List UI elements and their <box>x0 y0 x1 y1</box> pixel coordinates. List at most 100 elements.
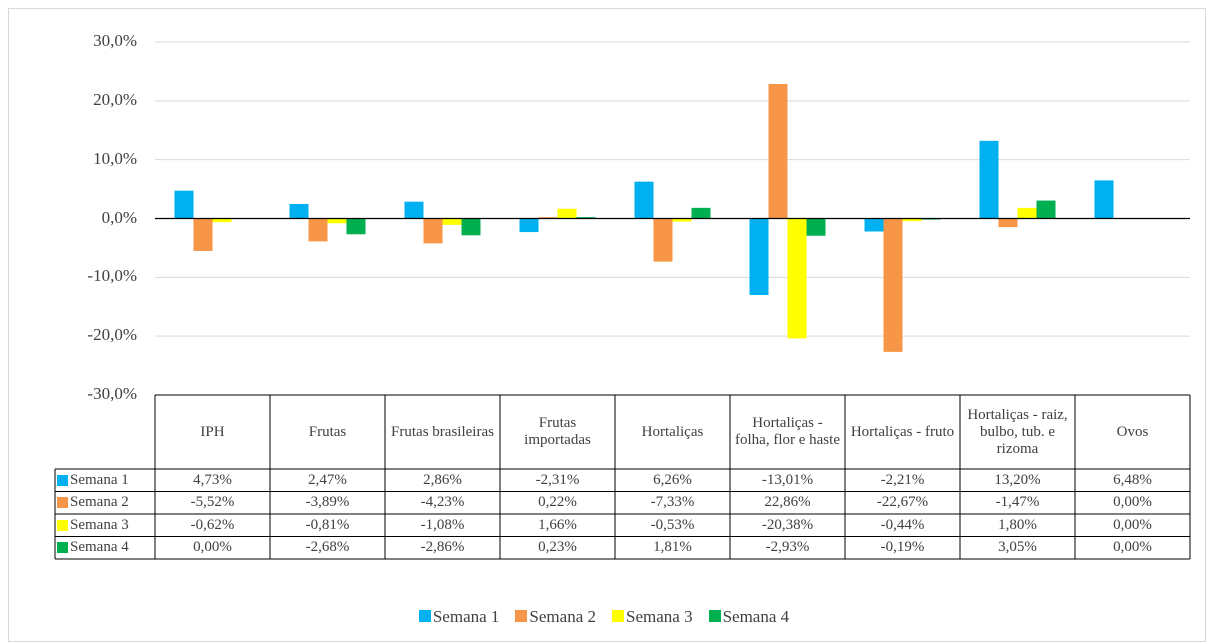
table-value: 0,23% <box>538 539 577 556</box>
bar <box>864 218 884 232</box>
table-value: -0,62% <box>190 516 235 533</box>
category-header: IPH <box>200 423 225 440</box>
bar <box>998 218 1018 228</box>
row-label: Semana 2 <box>57 492 129 515</box>
legend-key <box>57 542 68 554</box>
bar <box>346 218 366 235</box>
bar <box>1036 200 1056 219</box>
legend-key <box>57 519 68 531</box>
legend-label: Semana 3 <box>626 607 693 626</box>
table-value: -2,21% <box>880 471 925 488</box>
table-value: -2,68% <box>305 539 350 556</box>
bar <box>576 217 596 219</box>
table-value: 1,80% <box>998 516 1037 533</box>
table-value: -2,31% <box>535 471 580 488</box>
legend-label: Semana 1 <box>432 607 500 626</box>
bar <box>634 181 654 219</box>
table-value: 6,26% <box>653 471 692 488</box>
table-value: -3,89% <box>305 494 350 511</box>
legend-key <box>515 610 528 622</box>
bar <box>442 218 462 225</box>
table-value: -2,86% <box>420 539 465 556</box>
table-value: 22,86% <box>764 494 811 511</box>
table-value: -0,53% <box>650 516 695 533</box>
legend-item: Semana 3 <box>612 607 693 626</box>
category-header: Hortaliças - folha, flor e haste <box>735 415 840 448</box>
table-value: -20,38% <box>761 516 814 533</box>
category-header: Frutas importadas <box>524 415 591 448</box>
bar <box>902 218 922 222</box>
row-label: Semana 4 <box>57 537 129 560</box>
table-value: 0,22% <box>538 494 577 511</box>
legend-key <box>57 497 68 509</box>
bar <box>327 218 347 224</box>
table-value: -0,19% <box>880 539 925 556</box>
legend-key <box>708 610 721 622</box>
row-label: Semana 1 <box>57 469 129 492</box>
bar <box>787 218 807 339</box>
legend-item: Semana 1 <box>418 607 500 626</box>
bar <box>212 218 232 223</box>
table-value: 0,00% <box>1113 516 1152 533</box>
table-value: -7,33% <box>650 494 695 511</box>
table-value: -1,08% <box>420 516 465 533</box>
bar <box>461 218 481 236</box>
bar <box>653 218 673 262</box>
y-tick-label: 30,0% <box>93 31 137 50</box>
row-label-text: Semana 4 <box>70 539 129 556</box>
table-value: -5,52% <box>190 494 235 511</box>
bar <box>883 218 903 352</box>
table-value: -22,67% <box>876 494 929 511</box>
table-value: 0,00% <box>193 539 232 556</box>
table-value: 13,20% <box>994 471 1041 488</box>
y-tick-label: 20,0% <box>93 89 137 109</box>
bar <box>289 203 309 219</box>
bar <box>519 218 539 233</box>
bar <box>423 218 443 244</box>
table-value: -1,47% <box>995 494 1040 511</box>
row-label-text: Semana 2 <box>70 494 129 511</box>
table-value: 1,66% <box>538 516 577 533</box>
bar <box>404 201 424 219</box>
legend-label: Semana 4 <box>722 607 790 626</box>
category-header: Frutas <box>308 423 347 440</box>
table-value: -13,01% <box>761 471 814 488</box>
y-tick-label: -10,0% <box>87 266 137 286</box>
legend: Semana 1 Semana 2 Semana 3 Semana 4 <box>0 607 1208 627</box>
bar <box>1017 207 1037 219</box>
bar <box>174 190 194 219</box>
row-label-text: Semana 3 <box>70 516 129 533</box>
y-tick-label: -30,0% <box>87 384 137 403</box>
bar <box>749 218 769 296</box>
table-value: -0,81% <box>305 516 350 533</box>
category-header: Hortaliças <box>641 423 704 440</box>
legend-key <box>612 610 624 622</box>
row-label: Semana 3 <box>57 514 129 537</box>
table-value: 0,00% <box>1113 494 1152 511</box>
y-tick-label: 0,0% <box>101 207 137 227</box>
chart-frame <box>8 8 1206 642</box>
table-value: 2,86% <box>423 471 462 488</box>
legend-key <box>57 474 68 486</box>
table-value: 1,81% <box>653 539 692 556</box>
bar <box>1094 180 1114 219</box>
legend-key <box>418 610 431 622</box>
bar <box>557 208 577 219</box>
table-value: 6,48% <box>1113 471 1152 488</box>
bar <box>193 218 213 251</box>
table-value: 0,00% <box>1113 539 1152 556</box>
bar <box>691 207 711 219</box>
table-value: 4,73% <box>193 471 232 488</box>
category-header: Hortaliças - raiz, bulbo, tub. e rizoma <box>967 406 1068 457</box>
table-value: 2,47% <box>308 471 347 488</box>
table-value: 3,05% <box>998 539 1037 556</box>
category-header: Frutas brasileiras <box>391 423 494 440</box>
legend-label: Semana 2 <box>529 607 596 626</box>
table-value: -4,23% <box>420 494 465 511</box>
category-header: Hortaliças - fruto <box>850 423 955 440</box>
legend-item: Semana 4 <box>708 607 790 626</box>
category-header: Ovos <box>1116 423 1149 440</box>
row-label-text: Semana 1 <box>70 471 129 488</box>
